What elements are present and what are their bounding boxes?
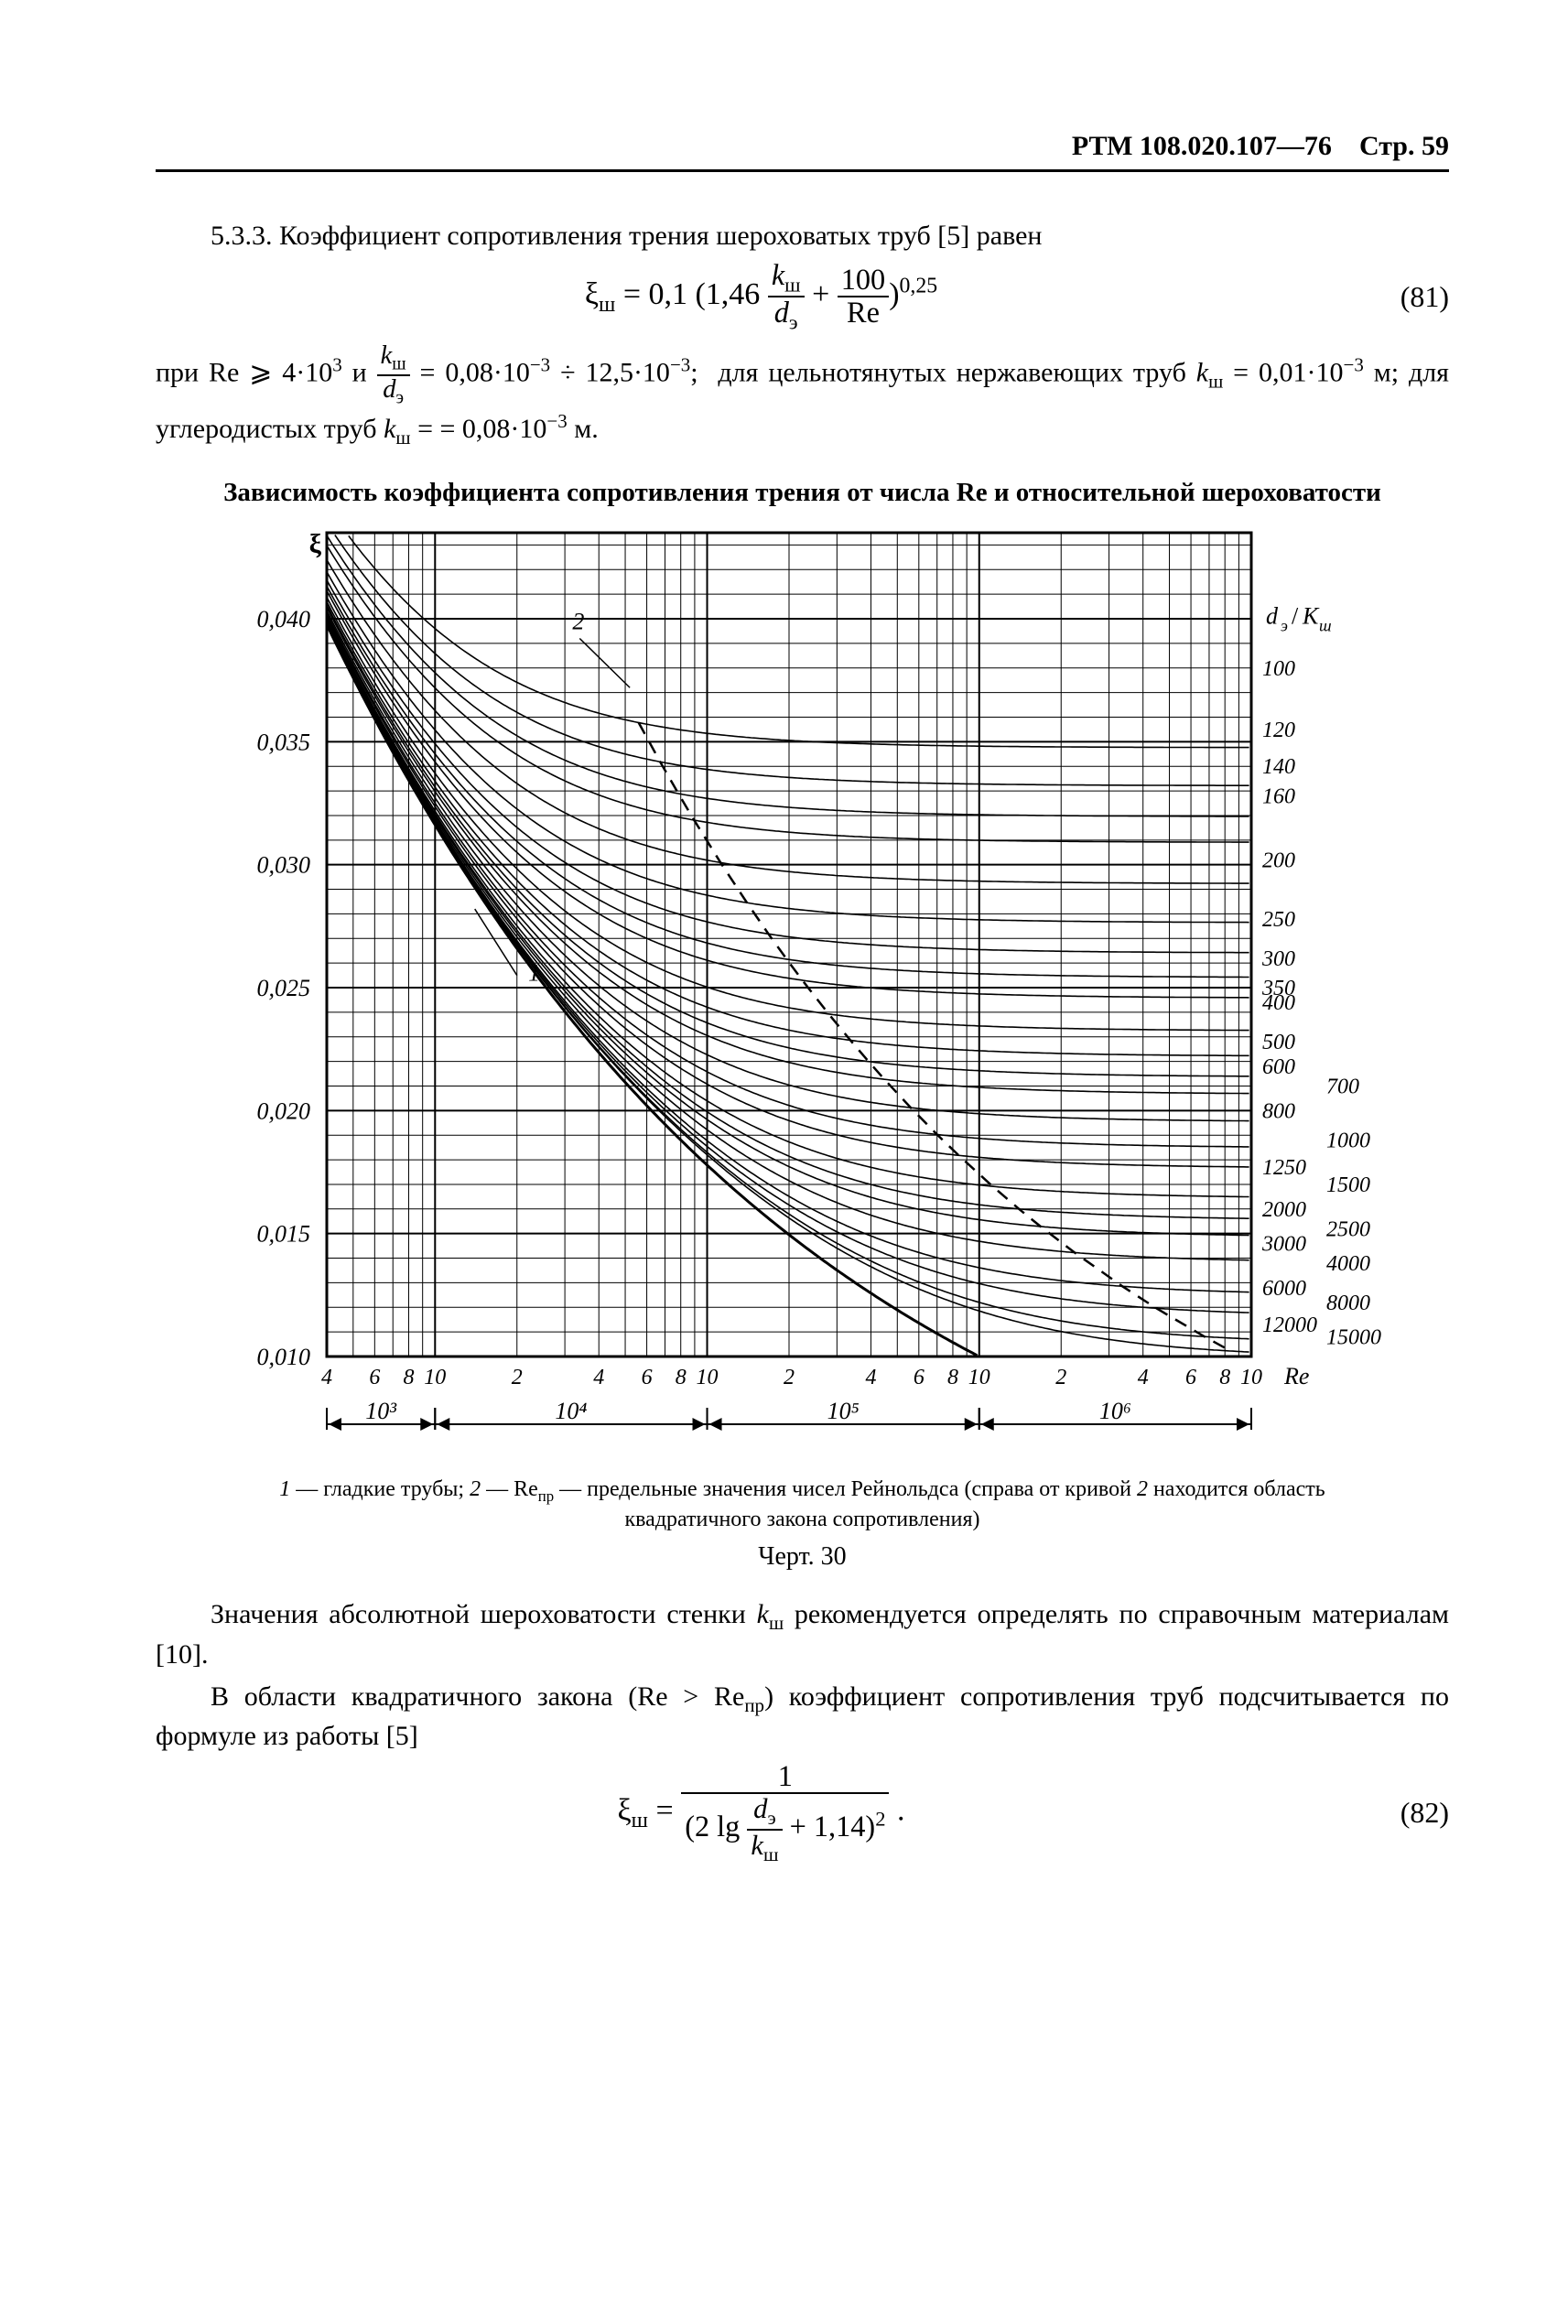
svg-text:8000: 8000	[1326, 1292, 1370, 1315]
svg-text:6: 6	[369, 1366, 380, 1389]
svg-text:0,010: 0,010	[256, 1344, 310, 1370]
svg-text:100: 100	[1262, 656, 1295, 680]
svg-text:400: 400	[1262, 991, 1295, 1015]
svg-text:6000: 6000	[1262, 1276, 1306, 1300]
para-533-conditions: при Re ⩾ 4·103 и kшdэ = 0,08·10−3 ÷ 12,5…	[156, 342, 1449, 450]
svg-text:4: 4	[321, 1366, 332, 1389]
svg-text:600: 600	[1262, 1055, 1295, 1079]
svg-text:10⁶: 10⁶	[1098, 1398, 1130, 1424]
svg-text:2: 2	[784, 1366, 795, 1389]
svg-text:10³: 10³	[365, 1398, 397, 1424]
svg-text:0,040: 0,040	[256, 606, 310, 632]
svg-text:8: 8	[946, 1366, 957, 1389]
equation-81: ξш = 0,1 (1,46 kшdэ + 100Re)0,25 (81)	[156, 260, 1449, 333]
svg-text:300: 300	[1261, 946, 1295, 970]
svg-text:d: d	[1266, 602, 1279, 629]
chart-legend: 1 — гладкие трубы; 2 — Reпр — предельные…	[211, 1475, 1394, 1535]
svg-text:8: 8	[403, 1366, 414, 1389]
svg-text:200: 200	[1262, 849, 1295, 872]
svg-text:700: 700	[1326, 1075, 1359, 1098]
svg-text:0,015: 0,015	[256, 1220, 310, 1247]
svg-text:4: 4	[865, 1366, 876, 1389]
equation-81-number: (81)	[1367, 277, 1449, 317]
svg-text:8: 8	[675, 1366, 686, 1389]
svg-text:10: 10	[968, 1366, 989, 1389]
svg-text:2: 2	[1055, 1366, 1066, 1389]
svg-text:4000: 4000	[1326, 1252, 1370, 1276]
svg-text:250: 250	[1262, 907, 1295, 931]
svg-text:10⁵: 10⁵	[827, 1398, 859, 1424]
svg-text:0,030: 0,030	[256, 851, 310, 878]
svg-text:0,020: 0,020	[256, 1097, 310, 1124]
svg-text:1250: 1250	[1262, 1156, 1306, 1180]
para-quadratic-law: В области квадратичного закона (Re > Reп…	[156, 1679, 1449, 1756]
svg-text:0,035: 0,035	[256, 729, 310, 755]
svg-text:4: 4	[1137, 1366, 1148, 1389]
equation-82-body: ξш = 1(2 lg dэkш + 1,14)2 .	[156, 1761, 1367, 1865]
svg-text:ξ: ξ	[308, 529, 321, 559]
svg-text:/: /	[1292, 602, 1299, 629]
svg-text:2: 2	[511, 1366, 522, 1389]
svg-text:3000: 3000	[1261, 1232, 1306, 1256]
svg-text:12000: 12000	[1262, 1313, 1317, 1337]
svg-text:120: 120	[1262, 719, 1295, 742]
svg-text:4: 4	[593, 1366, 604, 1389]
figure-label: Черт. 30	[156, 1540, 1449, 1574]
svg-text:10: 10	[424, 1366, 446, 1389]
chart-title: Зависимость коэффициента сопротивления т…	[156, 476, 1449, 511]
para-533-lead: 5.3.3. Коэффициент сопротивления трения …	[156, 218, 1449, 255]
svg-text:500: 500	[1262, 1031, 1295, 1054]
svg-text:800: 800	[1262, 1099, 1295, 1123]
doc-code: РТМ 108.020.107—76	[1072, 131, 1332, 161]
svg-text:10⁴: 10⁴	[555, 1398, 587, 1424]
equation-82-number: (82)	[1367, 1793, 1449, 1832]
svg-text:э: э	[1281, 616, 1288, 634]
svg-text:K: K	[1302, 602, 1320, 629]
svg-text:0,025: 0,025	[256, 975, 310, 1001]
equation-82: ξш = 1(2 lg dэkш + 1,14)2 . (82)	[156, 1761, 1449, 1865]
svg-text:140: 140	[1262, 755, 1295, 779]
svg-text:6: 6	[1185, 1366, 1196, 1389]
svg-text:160: 160	[1262, 784, 1295, 808]
svg-text:6: 6	[641, 1366, 652, 1389]
svg-text:2: 2	[572, 608, 584, 634]
svg-text:15000: 15000	[1326, 1325, 1381, 1349]
svg-text:1500: 1500	[1326, 1173, 1370, 1197]
svg-text:2500: 2500	[1326, 1217, 1370, 1241]
svg-text:ш: ш	[1319, 616, 1332, 634]
svg-text:1: 1	[528, 959, 540, 986]
svg-text:8: 8	[1219, 1366, 1230, 1389]
equation-81-body: ξш = 0,1 (1,46 kшdэ + 100Re)0,25	[156, 260, 1367, 333]
page-number: Стр. 59	[1359, 131, 1449, 161]
svg-text:6: 6	[913, 1366, 924, 1389]
para-roughness-ref: Значения абсолютной шероховатости стенки…	[156, 1596, 1449, 1673]
svg-text:1000: 1000	[1326, 1129, 1370, 1152]
svg-text:Re: Re	[1283, 1363, 1309, 1389]
svg-text:10: 10	[1240, 1366, 1262, 1389]
chart-svg: 0,0100,0150,0200,0250,0300,0350,040ξ4681…	[171, 524, 1434, 1466]
svg-text:2000: 2000	[1262, 1197, 1306, 1221]
svg-text:10: 10	[696, 1366, 718, 1389]
friction-chart: 0,0100,0150,0200,0250,0300,0350,040ξ4681…	[171, 524, 1434, 1466]
